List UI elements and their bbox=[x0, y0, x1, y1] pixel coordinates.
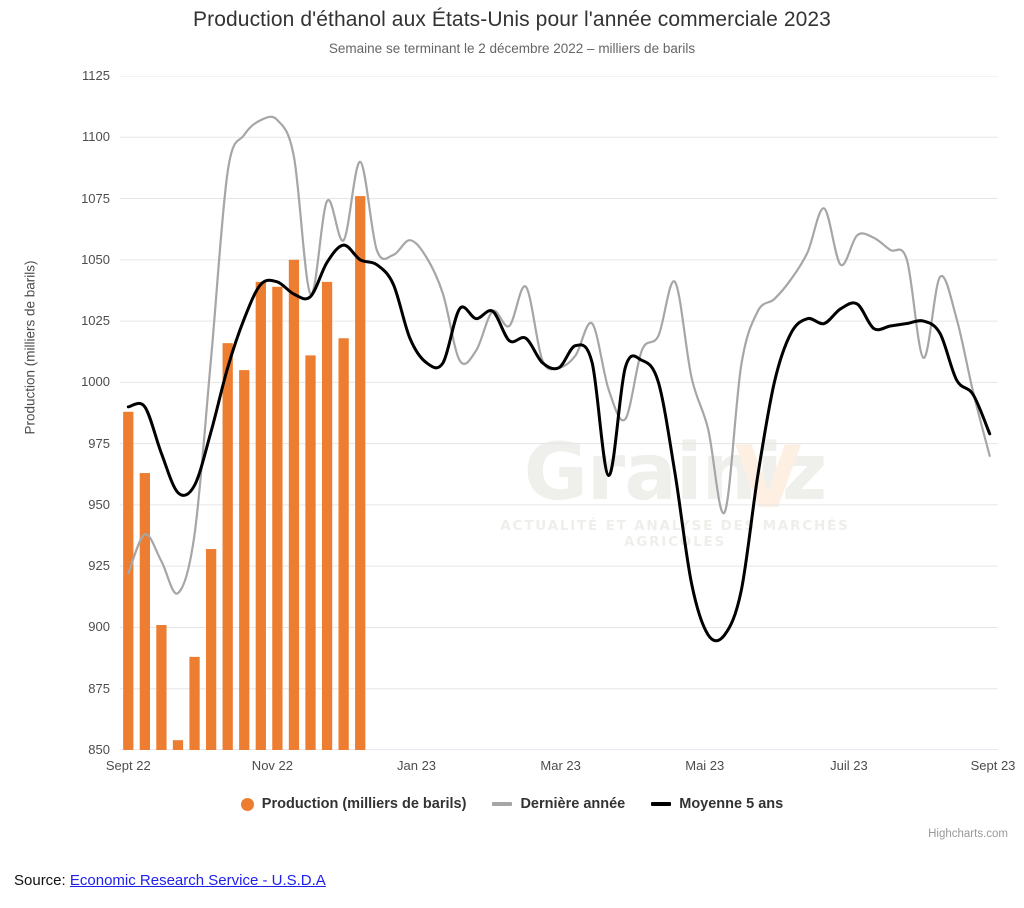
x-axis-tick-label: Nov 22 bbox=[251, 758, 294, 773]
legend-item-label: Dernière année bbox=[520, 796, 626, 812]
chart-canvas bbox=[120, 76, 998, 750]
page-title: Production d'éthanol aux États-Unis pour… bbox=[193, 8, 831, 31]
bar-column[interactable] bbox=[288, 259, 300, 750]
legend-item-label: Moyenne 5 ans bbox=[679, 796, 784, 812]
y-axis-tick-label: 875 bbox=[88, 680, 110, 696]
y-axis-tick-label: 1000 bbox=[81, 374, 110, 390]
y-axis-tick-label: 1125 bbox=[82, 68, 110, 83]
y-axis-tick-label: 1050 bbox=[81, 251, 110, 267]
legend-item[interactable]: Production (milliers de barils) bbox=[240, 796, 467, 812]
bar-column[interactable] bbox=[156, 625, 167, 750]
source-link[interactable]: Economic Research Service - U.S.D.A bbox=[69, 872, 326, 889]
bar-column[interactable] bbox=[189, 656, 200, 750]
y-axis-title: Production (milliers de barils) bbox=[22, 260, 38, 435]
x-axis-tick-label: Mai 23 bbox=[685, 758, 725, 773]
legend-line-icon bbox=[492, 802, 513, 806]
legend-item-label: Production (milliers de barils) bbox=[261, 796, 467, 812]
bar-column[interactable] bbox=[222, 343, 233, 750]
y-axis-tick-label: 1075 bbox=[81, 190, 110, 206]
y-axis-tick-label: 950 bbox=[88, 496, 110, 512]
bar-column[interactable] bbox=[338, 338, 349, 750]
legend-item[interactable]: Dernière année bbox=[492, 796, 625, 812]
chart-subtitle: Semaine se terminant le 2 décembre 2022 … bbox=[328, 41, 696, 56]
x-axis-tick-label: Juil 23 bbox=[830, 758, 868, 773]
bar-column[interactable] bbox=[321, 281, 333, 750]
series-line[interactable] bbox=[126, 243, 992, 643]
plot-area: Grainiz V ACTUALITÉ ET ANALYSE DES MARCH… bbox=[120, 76, 998, 750]
bar-column[interactable] bbox=[239, 370, 250, 750]
bar-column[interactable] bbox=[139, 473, 150, 750]
x-axis-tick-label: Mar 23 bbox=[540, 758, 581, 773]
x-axis-tick-label: Sept 22 bbox=[105, 758, 151, 773]
bar-column[interactable] bbox=[123, 411, 134, 750]
y-axis-tick-label: 900 bbox=[88, 619, 110, 635]
source-line: Source: Economic Research Service - U.S.… bbox=[14, 872, 326, 889]
bar-column[interactable] bbox=[255, 281, 266, 750]
bar-column[interactable] bbox=[272, 286, 283, 750]
y-axis-tick-label: 925 bbox=[88, 558, 110, 574]
bar-column[interactable] bbox=[305, 355, 316, 750]
legend-item[interactable]: Moyenne 5 ans bbox=[651, 796, 783, 812]
y-axis-tick-label: 975 bbox=[88, 435, 110, 451]
legend-circle-icon bbox=[240, 797, 254, 811]
legend-line-icon bbox=[651, 802, 672, 806]
bar-column[interactable] bbox=[205, 549, 217, 750]
highcharts-container: Production d'éthanol aux États-Unis pour… bbox=[0, 8, 1024, 840]
bar-column[interactable] bbox=[355, 196, 366, 750]
y-axis-tick-label: 1100 bbox=[82, 129, 110, 145]
bar-column[interactable] bbox=[172, 740, 184, 750]
y-axis-tick-label: 1025 bbox=[81, 313, 110, 329]
y-axis-tick-label: 850 bbox=[88, 742, 110, 757]
x-axis-tick-label: Sept 23 bbox=[970, 758, 1016, 773]
chart-legend: Production (milliers de barils) Dernière … bbox=[0, 796, 1024, 812]
x-axis-tick-label: Jan 23 bbox=[397, 758, 437, 773]
chart-credits: Highcharts.com bbox=[928, 828, 1008, 840]
source-prefix: Source: bbox=[14, 872, 66, 889]
